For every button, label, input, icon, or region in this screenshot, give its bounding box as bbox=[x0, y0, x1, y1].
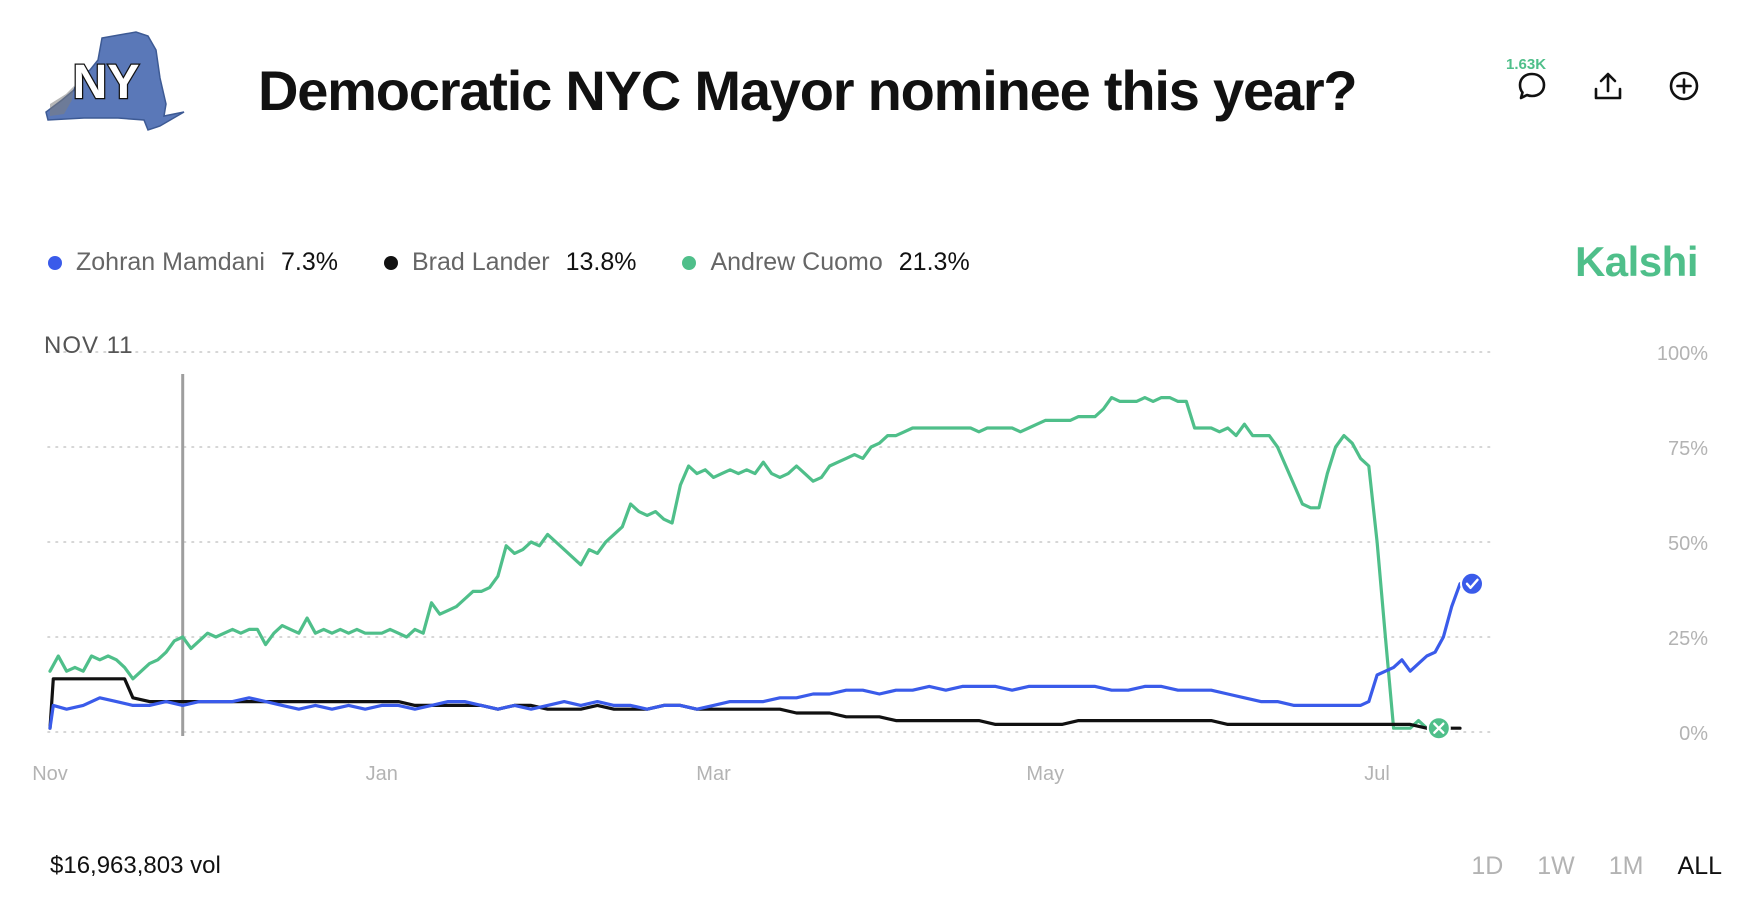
comment-count: 1.63K bbox=[1506, 56, 1547, 73]
legend-value: 7.3% bbox=[280, 248, 338, 276]
price-chart[interactable]: 100% 75% 50% 25% 0% Nov Jan Mar May Jul NOV 11 bbox=[0, 330, 1760, 810]
series-end-marker bbox=[1460, 571, 1484, 596]
range-1m[interactable]: 1M bbox=[1608, 852, 1644, 880]
series-line-andrew-cuomo[interactable] bbox=[48, 396, 1429, 730]
y-tick-label: 100% bbox=[1657, 343, 1708, 365]
y-tick-label: 25% bbox=[1668, 628, 1708, 650]
range-1d[interactable]: 1D bbox=[1471, 852, 1504, 880]
check-icon bbox=[1465, 578, 1479, 589]
y-tick-label: 0% bbox=[1679, 723, 1708, 745]
legend-dot bbox=[48, 255, 62, 270]
share-button[interactable] bbox=[1588, 66, 1628, 106]
hover-date-label: NOV 11 bbox=[44, 332, 134, 359]
add-icon bbox=[1669, 71, 1699, 101]
x-tick-label: Nov bbox=[32, 763, 68, 785]
legend-name: Zohran Mamdani bbox=[76, 248, 265, 276]
legend-value: 21.3% bbox=[898, 248, 970, 276]
add-button[interactable] bbox=[1664, 66, 1704, 106]
ny-state-logo: NY bbox=[45, 31, 185, 131]
share-icon bbox=[1594, 72, 1622, 100]
volume-label: $16,963,803 vol bbox=[50, 852, 221, 879]
legend-name: Andrew Cuomo bbox=[710, 248, 883, 276]
market-title: Democratic NYC Mayor nominee this year? bbox=[258, 59, 1358, 122]
y-tick-label: 75% bbox=[1668, 438, 1708, 460]
x-tick-label: Jul bbox=[1364, 763, 1390, 785]
chart-legend: Zohran Mamdani 7.3% Brad Lander 13.8% An… bbox=[48, 248, 1016, 277]
x-tick-label: Mar bbox=[696, 763, 731, 785]
x-tick-label: Jan bbox=[366, 763, 398, 785]
legend-dot bbox=[682, 255, 697, 270]
close-icon bbox=[1433, 722, 1445, 734]
range-all[interactable]: ALL bbox=[1677, 852, 1722, 880]
logo-text: NY bbox=[73, 56, 140, 109]
legend-dot bbox=[383, 255, 398, 270]
x-tick-label: May bbox=[1026, 763, 1064, 785]
series-line-brad-lander[interactable] bbox=[48, 677, 1462, 730]
legend-item-cuomo[interactable]: Andrew Cuomo 21.3% bbox=[682, 248, 970, 277]
legend-name: Brad Lander bbox=[411, 248, 550, 276]
header-actions: 1.63K bbox=[1506, 56, 1704, 106]
legend-item-mamdani[interactable]: Zohran Mamdani 7.3% bbox=[48, 248, 338, 277]
time-range-selector: 1D 1W 1M ALL bbox=[1471, 852, 1722, 881]
kalshi-brand[interactable]: Kalshi bbox=[1574, 238, 1699, 285]
y-tick-label: 50% bbox=[1668, 533, 1708, 555]
legend-item-lander[interactable]: Brad Lander 13.8% bbox=[383, 248, 637, 277]
range-1w[interactable]: 1W bbox=[1537, 852, 1575, 880]
comment-icon bbox=[1518, 72, 1546, 100]
legend-value: 13.8% bbox=[565, 248, 637, 276]
comments-button[interactable]: 1.63K bbox=[1506, 56, 1552, 106]
series-line-zohran-mamdani[interactable] bbox=[48, 582, 1462, 730]
